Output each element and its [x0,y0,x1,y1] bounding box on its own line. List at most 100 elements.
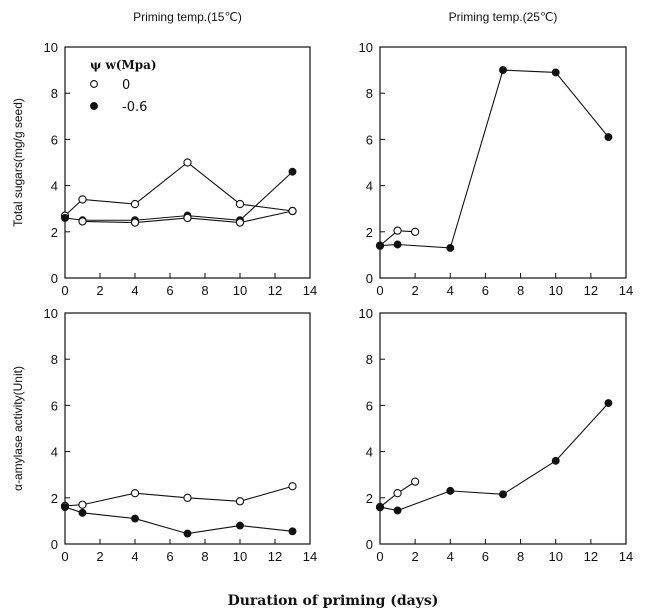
panel-1-frame [64,46,311,279]
y-tick-label: 10 [359,40,373,55]
y-tick-label: 8 [51,352,58,367]
data-point-open [288,482,297,491]
x-tick-label: 8 [201,549,208,564]
x-tick-label: 10 [233,549,247,564]
shared-x-axis-label: Duration of priming (days) [228,593,439,609]
x-tick-label: 4 [131,283,138,298]
y-tick-label: 0 [366,271,373,286]
data-point-open [183,158,192,167]
data-point-open [130,218,140,227]
data-point-filled [376,503,384,511]
x-tick-label: 0 [376,549,383,564]
data-point-open [183,493,192,502]
x-tick-label: 12 [584,549,598,564]
y-tick-label: 8 [366,86,373,101]
data-point-open [130,489,140,498]
data-point-filled [551,456,560,465]
x-tick-label: 4 [447,283,454,298]
x-tick-label: 0 [376,283,383,298]
y-tick-label: 6 [366,398,373,413]
x-tick-label: 6 [482,283,489,298]
y-tick-label: 2 [51,225,58,240]
y-tick-label: 6 [366,132,373,147]
data-point-filled [393,506,402,515]
legend-marker [90,102,98,110]
x-tick-label: 14 [303,283,317,298]
x-tick-label: 12 [584,283,598,298]
series-line [64,485,293,507]
data-point-filled [499,490,507,499]
x-tick-label: 12 [268,283,282,298]
series-line [379,402,609,512]
y-tick-label: 0 [51,271,58,286]
panel-title: Priming temp.(15℃) [133,10,242,24]
y-tick-label: 4 [51,179,58,194]
x-tick-label: 0 [61,549,68,564]
data-point-filled [604,399,613,408]
data-point-filled [61,213,69,222]
y-axis-label: Total sugars(mg/g seed) [11,98,25,227]
y-tick-label: 8 [51,86,58,101]
data-point-filled [78,508,87,517]
legend-entry: 0 [122,78,130,93]
panel-4-frame [379,312,627,545]
y-tick-label: 10 [44,306,58,321]
data-point-open [235,218,245,227]
data-point-open [78,500,87,509]
legend-title: ψ w(Mpa) [90,58,157,72]
x-tick-label: 6 [482,549,489,564]
data-point-filled [446,244,455,252]
data-point-filled [183,529,192,538]
series-line [64,171,293,221]
series-line [379,69,609,249]
x-tick-label: 6 [166,283,173,298]
x-tick-label: 2 [412,283,419,298]
data-point-filled [499,66,507,75]
data-point-open [393,226,402,235]
data-point-filled [131,514,139,523]
data-point-filled [236,521,244,530]
data-point-filled [604,133,613,142]
y-tick-label: 6 [51,132,58,147]
legend-entry: -0.6 [122,100,147,115]
y-tick-label: 8 [366,352,373,367]
y-tick-label: 10 [359,306,373,321]
x-tick-label: 0 [61,283,68,298]
data-point-filled [376,241,384,250]
x-tick-label: 8 [201,283,208,298]
data-point-filled [446,486,455,495]
data-point-filled [288,167,297,176]
x-tick-label: 2 [96,549,103,564]
x-tick-label: 10 [548,283,562,298]
x-tick-label: 12 [268,549,282,564]
y-tick-label: 4 [366,179,373,194]
y-tick-label: 2 [51,491,58,506]
y-tick-label: 10 [44,40,58,55]
x-tick-label: 14 [619,283,633,298]
x-tick-label: 4 [447,549,454,564]
data-point-open [183,213,192,223]
data-point-open [235,199,245,209]
x-tick-label: 4 [131,549,138,564]
legend-marker [90,80,98,88]
series-line [64,506,293,535]
panel-title: Priming temp.(25℃) [449,10,558,24]
y-tick-label: 6 [51,398,58,413]
data-point-open [130,199,140,209]
data-point-open [78,195,87,204]
data-point-open [288,206,297,216]
panel-2-frame [379,46,627,279]
x-tick-label: 8 [517,283,524,298]
data-point-filled [288,527,297,536]
x-tick-label: 10 [548,549,562,564]
series-line [64,161,293,217]
x-tick-label: 6 [166,549,173,564]
y-tick-label: 4 [366,445,373,460]
x-tick-label: 10 [233,283,247,298]
x-tick-label: 14 [619,549,633,564]
data-point-open [78,217,87,226]
data-point-open [393,489,402,498]
y-tick-label: 0 [366,537,373,552]
x-tick-label: 2 [412,549,419,564]
